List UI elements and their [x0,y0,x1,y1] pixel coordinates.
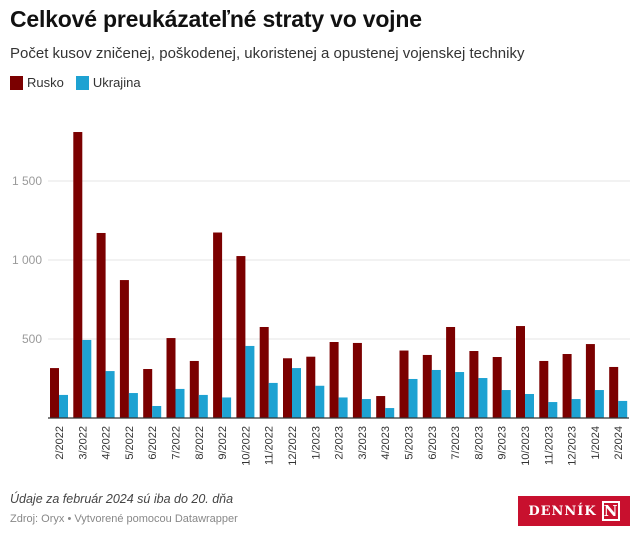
legend-swatch-rusko [10,75,23,90]
legend-label-rusko: Rusko [27,75,64,90]
bar-rusko-9-2022 [213,232,223,418]
bar-ukrajina-8-2022 [198,394,208,418]
x-tick-label: 5/2023 [404,426,416,460]
legend-item-rusko: Rusko [10,75,64,90]
bar-ukrajina-9-2022 [222,397,232,418]
bar-ukrajina-2-2023 [338,397,348,418]
x-tick-label: 8/2022 [194,426,206,460]
y-tick-label: 1 000 [12,253,42,267]
x-tick-label: 9/2022 [217,426,229,460]
bar-ukrajina-10-2022 [245,345,255,418]
bar-rusko-8-2022 [189,360,199,418]
bar-rusko-8-2023 [469,351,479,418]
bar-rusko-2-2023 [329,342,339,418]
bar-rusko-11-2023 [539,360,549,418]
x-tick-label: 1/2023 [310,426,322,460]
bar-rusko-12-2023 [562,354,572,418]
bar-ukrajina-7-2023 [455,372,465,418]
bar-rusko-6-2022 [143,369,153,418]
bar-rusko-7-2022 [166,338,176,418]
x-tick-label: 12/2023 [567,426,579,466]
bar-rusko-1-2023 [306,356,316,418]
bar-rusko-3-2022 [73,132,83,418]
bar-rusko-12-2022 [283,358,292,418]
x-tick-label: 10/2022 [240,426,252,466]
logo-wordmark: DENNÍK [528,503,597,519]
dennik-n-logo[interactable]: DENNÍK N [518,496,630,526]
legend-item-ukrajina: Ukrajina [75,75,141,90]
bar-rusko-10-2023 [516,326,525,418]
bar-ukrajina-12-2022 [292,368,301,418]
bar-rusko-4-2022 [96,232,106,418]
y-tick-label: 1 500 [12,174,42,188]
y-axis-ticks: 500 1 000 1 500 [12,174,42,346]
bar-ukrajina-11-2022 [268,382,278,418]
bar-rusko-6-2023 [422,354,432,418]
bar-rusko-5-2022 [119,280,129,418]
x-tick-label: 6/2023 [427,426,439,460]
x-tick-label: 6/2022 [147,426,159,460]
x-tick-label: 9/2023 [497,426,509,460]
x-tick-label: 12/2022 [287,426,299,466]
bar-ukrajina-5-2022 [128,393,138,418]
bar-rusko-7-2023 [446,326,456,418]
bar-ukrajina-2-2022 [59,394,68,418]
legend-label-ukrajina: Ukrajina [92,75,141,90]
bar-ukrajina-6-2023 [431,369,441,418]
x-tick-label: 3/2022 [77,426,89,460]
bar-ukrajina-4-2022 [105,371,115,418]
bar-ukrajina-12-2023 [571,399,581,418]
bar-ukrajina-6-2022 [152,405,162,418]
x-tick-label: 4/2023 [380,426,392,460]
x-tick-label: 3/2023 [357,426,369,460]
bar-ukrajina-9-2023 [501,390,511,418]
x-tick-label: 10/2023 [520,426,532,466]
bar-rusko-11-2022 [259,326,269,418]
bar-ukrajina-10-2023 [525,393,534,418]
x-tick-label: 5/2022 [124,426,136,460]
x-tick-label: 11/2022 [264,426,276,465]
chart-title: Celkové preukázateľné straty vo vojne [10,6,422,32]
source-credit: Zdroj: Oryx • Vytvorené pomocou Datawrap… [10,513,238,525]
bar-rusko-2-2022 [50,368,59,418]
bar-ukrajina-5-2023 [408,378,418,418]
bar-rusko-2-2024 [609,366,619,418]
bar-ukrajina-3-2023 [361,399,371,418]
x-tick-label: 7/2023 [450,426,462,460]
y-tick-label: 500 [22,332,42,346]
bar-rusko-4-2023 [376,396,386,418]
x-tick-label: 2/2024 [613,426,625,460]
bar-ukrajina-4-2023 [385,408,395,418]
bars [50,132,628,418]
chart-subtitle: Počet kusov zničenej, poškodenej, ukoris… [10,45,525,62]
logo-n-icon: N [601,501,620,521]
footnote: Údaje za február 2024 sú iba do 20. dňa [10,492,234,506]
bar-ukrajina-3-2022 [82,339,92,418]
x-axis-labels: 2/2022 3/2022 4/2022 5/2022 6/2022 7/2022 8/20… [54,426,625,466]
x-tick-label: 2/2023 [334,426,346,460]
bar-ukrajina-8-2023 [478,378,488,418]
x-tick-label: 7/2022 [171,426,183,460]
bar-rusko-1-2024 [585,344,595,418]
bar-rusko-10-2022 [236,256,246,418]
bar-rusko-9-2023 [492,357,502,418]
x-tick-label: 1/2024 [590,426,602,460]
bar-chart: 500 1 000 1 500 2/2022 3/2022 4/2022 5/2022 6/… [12,132,630,466]
bar-ukrajina-1-2024 [594,390,604,418]
x-tick-label: 2/2022 [54,426,66,460]
bar-rusko-5-2023 [399,350,409,418]
x-tick-label: 4/2022 [101,426,113,460]
bar-rusko-3-2023 [352,342,362,418]
gridlines [48,180,630,340]
legend: Rusko Ukrajina [10,75,153,90]
legend-swatch-ukrajina [75,75,89,90]
bar-ukrajina-1-2023 [315,385,325,418]
bar-ukrajina-7-2022 [175,388,185,418]
x-tick-label: 11/2023 [543,426,555,465]
x-tick-label: 8/2023 [473,426,485,460]
bar-ukrajina-2-2024 [618,400,628,418]
bar-ukrajina-11-2023 [548,402,558,418]
